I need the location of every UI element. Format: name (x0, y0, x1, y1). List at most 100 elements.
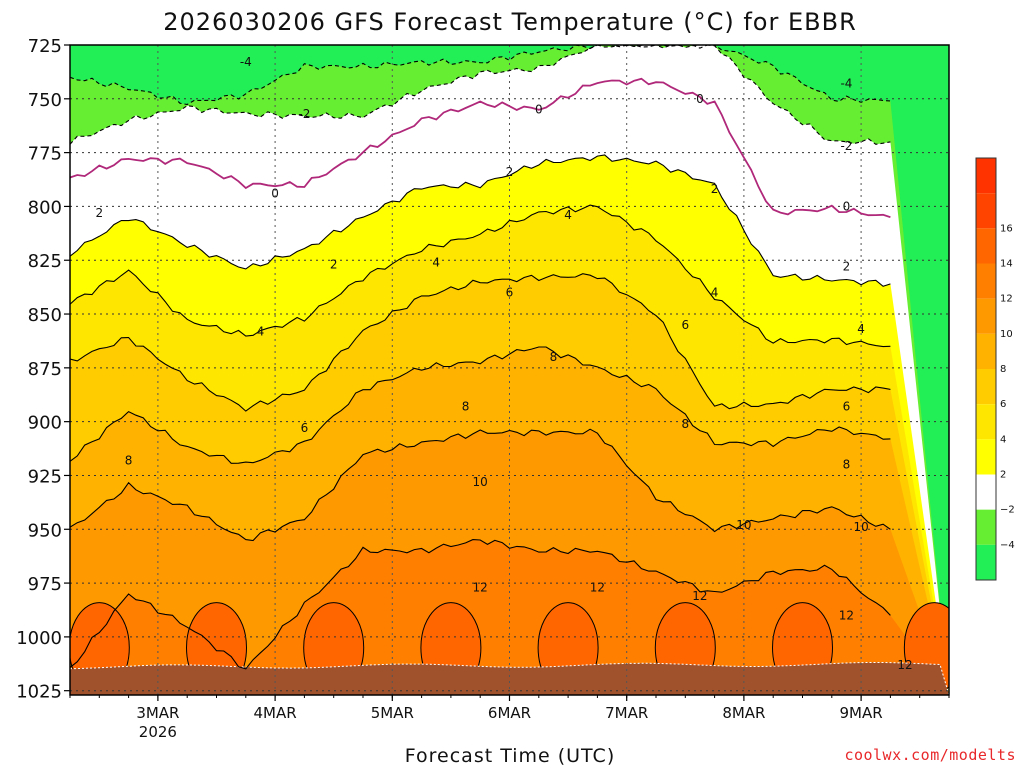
x-tick-label: 6MAR (488, 704, 531, 722)
x-tick-label: 9MAR (840, 704, 883, 722)
contour-line--2 (70, 45, 891, 145)
contour-label: 6 (506, 286, 514, 300)
x-tick-label: 8MAR (722, 704, 765, 722)
contour-label: 12 (590, 580, 605, 594)
colorbar-swatch (976, 474, 996, 510)
contour-label: 2 (843, 260, 851, 274)
contour-label: 8 (550, 350, 558, 364)
contour-label: -4 (240, 55, 252, 69)
y-tick-label: 850 (28, 305, 62, 326)
colorbar-tick-label: −2 (1000, 505, 1015, 516)
contour-label: 4 (257, 324, 265, 338)
contour-label: 0 (535, 103, 543, 117)
colorbar-tick-label: 8 (1000, 364, 1006, 375)
contour-lines (70, 45, 891, 670)
colorbar-tick-label: 14 (1000, 259, 1013, 270)
y-tick-label: 725 (28, 36, 62, 57)
contour-line-12 (70, 539, 891, 670)
contour-label: -4 (840, 77, 852, 91)
x-tick-label: 3MAR (136, 704, 179, 722)
y-tick-label: 800 (28, 197, 62, 218)
contour-label: 2 (95, 206, 103, 220)
y-tick-label: 900 (28, 413, 62, 434)
y-tick-label: 925 (28, 466, 62, 487)
contour-label: 8 (681, 417, 689, 431)
plot-area (70, 45, 949, 695)
contour-label: 6 (301, 421, 309, 435)
colorbar-tick-label: 16 (1000, 223, 1013, 234)
contour-label: 10 (853, 520, 868, 534)
colorbar-swatch (976, 404, 996, 440)
x-tick-label: 5MAR (371, 704, 414, 722)
chart-title: 2026030206 GFS Forecast Temperature (°C)… (163, 8, 857, 36)
colorbar-tick-label: −4 (1000, 540, 1015, 551)
y-tick-label: 975 (28, 574, 62, 595)
contour-label: 12 (692, 589, 707, 603)
contour-label: 8 (843, 458, 851, 472)
colorbar: 16 14 12 10 8 6 4 2 −2 −4 (975, 157, 1015, 581)
x-tick-label: 4MAR (254, 704, 297, 722)
contour-line-10 (70, 428, 891, 542)
contour-line--4 (70, 45, 891, 106)
contour-label: 4 (711, 286, 719, 300)
colorbar-swatch (976, 263, 996, 299)
contour-label: 4 (857, 322, 865, 336)
contour-label: 2 (506, 165, 514, 179)
contour-label: 0 (271, 187, 279, 201)
contour-label: 6 (843, 400, 851, 414)
colorbar-swatch (976, 158, 996, 194)
contour-line-8 (70, 346, 891, 464)
contour-label: 2 (330, 258, 338, 272)
contour-label: 2 (711, 182, 719, 196)
contour-label: 12 (839, 608, 854, 622)
colorbar-frame (975, 157, 997, 581)
contour-label: 8 (462, 400, 470, 414)
colorbar-tick-label: 2 (1000, 470, 1006, 481)
colorbar-tick-label: 12 (1000, 294, 1013, 305)
colorbar-tick-label: 4 (1000, 434, 1006, 445)
colorbar-swatch (976, 333, 996, 369)
grid-lines (70, 45, 949, 695)
y-tick-label: 825 (28, 251, 62, 272)
contour-label: 0 (843, 199, 851, 213)
contour-label: 0 (696, 92, 704, 106)
contour-labels: -4 -2 0 2 2 4 6 8 10 12 0 2 4 6 8 4 8 12 0 2 4 6 8 10 12 -4 -2 0 2 4 6… (95, 55, 912, 672)
x-tick-sublabel: 2026 (139, 723, 177, 741)
contour-line-4 (70, 204, 891, 348)
x-axis-label: Forecast Time (UTC) (405, 745, 615, 767)
colorbar-tick-label: 10 (1000, 329, 1013, 340)
contour-line-0 (70, 77, 891, 219)
contour-label: 12 (897, 658, 912, 672)
colorbar-tick-label: 6 (1000, 399, 1006, 410)
contour-label: 4 (432, 255, 440, 269)
watermark-text: coolwx.com/modelts (844, 746, 1016, 764)
colorbar-swatch (976, 439, 996, 475)
y-tick-label: 875 (28, 359, 62, 380)
y-tick-label: 775 (28, 144, 62, 165)
contour-label: 8 (125, 453, 133, 467)
colorbar-swatch (976, 298, 996, 334)
contour-line-6 (70, 273, 891, 412)
contour-label: 10 (736, 518, 751, 532)
colorbar-swatch (976, 544, 996, 580)
colorbar-swatch (976, 193, 996, 229)
y-tick-label: 1025 (16, 682, 62, 703)
x-tick-label: 7MAR (605, 704, 648, 722)
contour-label: -2 (298, 107, 310, 121)
colorbar-swatch (976, 369, 996, 405)
y-tick-label: 950 (28, 520, 62, 541)
contour-line-2 (70, 154, 891, 287)
contour-label: 10 (473, 475, 488, 489)
axes: 7257507758008258508759009259509751000102… (16, 36, 950, 741)
contour-label: 6 (681, 318, 689, 332)
band-fill-12 (70, 539, 949, 695)
contour-label: -2 (840, 139, 852, 153)
y-tick-label: 750 (28, 90, 62, 111)
surface-ground (70, 662, 949, 695)
colorbar-swatch (976, 509, 996, 545)
y-tick-label: 1000 (16, 628, 62, 649)
contour-label: 4 (564, 208, 572, 222)
contour-label: 12 (473, 580, 488, 594)
colorbar-swatch (976, 228, 996, 264)
